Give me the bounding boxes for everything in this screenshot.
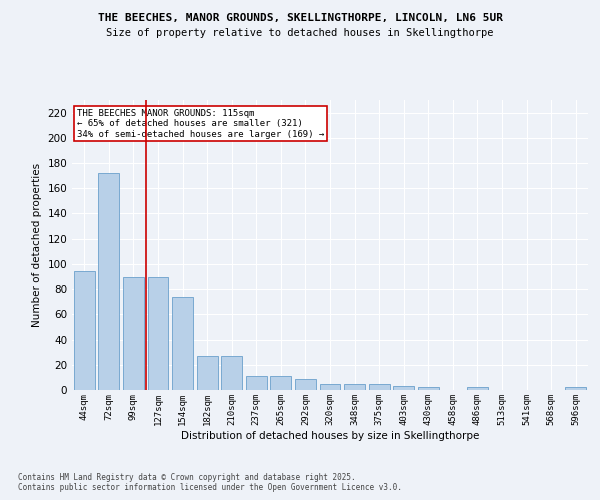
Bar xyxy=(565,388,586,390)
Text: Contains public sector information licensed under the Open Government Licence v3: Contains public sector information licen… xyxy=(18,484,402,492)
Bar xyxy=(197,356,218,390)
Bar xyxy=(246,376,267,390)
Text: Size of property relative to detached houses in Skellingthorpe: Size of property relative to detached ho… xyxy=(106,28,494,38)
Bar xyxy=(123,276,144,390)
Text: Contains HM Land Registry data © Crown copyright and database right 2025.: Contains HM Land Registry data © Crown c… xyxy=(18,474,356,482)
Bar xyxy=(271,376,292,390)
Bar xyxy=(320,384,340,390)
Text: THE BEECHES MANOR GROUNDS: 115sqm
← 65% of detached houses are smaller (321)
34%: THE BEECHES MANOR GROUNDS: 115sqm ← 65% … xyxy=(77,108,325,138)
Bar xyxy=(393,386,414,390)
Bar xyxy=(295,378,316,390)
Text: THE BEECHES, MANOR GROUNDS, SKELLINGTHORPE, LINCOLN, LN6 5UR: THE BEECHES, MANOR GROUNDS, SKELLINGTHOR… xyxy=(97,12,503,22)
Bar xyxy=(221,356,242,390)
Bar xyxy=(418,388,439,390)
Bar xyxy=(467,388,488,390)
Bar xyxy=(98,173,119,390)
Bar xyxy=(368,384,389,390)
Bar xyxy=(74,272,95,390)
Bar xyxy=(344,384,365,390)
X-axis label: Distribution of detached houses by size in Skellingthorpe: Distribution of detached houses by size … xyxy=(181,430,479,440)
Bar xyxy=(148,276,169,390)
Y-axis label: Number of detached properties: Number of detached properties xyxy=(32,163,42,327)
Bar xyxy=(172,296,193,390)
